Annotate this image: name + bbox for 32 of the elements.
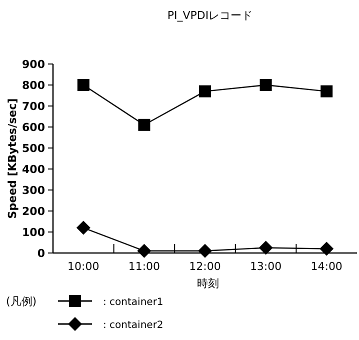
legend-title: (凡例) [6,295,37,308]
x-tick-label: 11:00 [128,260,160,273]
y-tick-label: 800 [22,79,46,92]
point [258,240,273,255]
point [198,244,212,258]
y-tick-label: 900 [22,58,46,71]
point [77,79,90,91]
chart-title: PI_VPDIレコード [167,9,253,22]
point [138,118,150,131]
x-tick-label: 10:00 [68,260,100,273]
point [320,85,333,98]
point [260,79,272,91]
y-tick-label: 400 [22,163,46,176]
x-tick-label: 13:00 [250,260,282,273]
x-tick-label: 12:00 [189,260,221,273]
y-tick-label: 100 [22,226,46,239]
legend-label: : container1 [103,297,164,308]
x-axis-title: 時刻 [197,277,219,290]
y-axis-title: Speed [KBytes/sec] [6,98,19,219]
y-tick-label: 600 [22,121,46,134]
x-tick-label: 14:00 [310,260,342,273]
y-tick-label: 700 [22,100,46,113]
y-tick-label: 300 [22,184,46,197]
legend: (凡例) : container1 : container2 [6,295,164,331]
point [76,220,90,235]
point [137,244,152,258]
legend-label: : container2 [103,320,164,331]
point [199,85,211,98]
y-tick-label: 0 [37,247,46,260]
point [320,242,334,256]
y-tick-label: 200 [22,205,46,218]
y-tick-label: 500 [22,142,46,155]
